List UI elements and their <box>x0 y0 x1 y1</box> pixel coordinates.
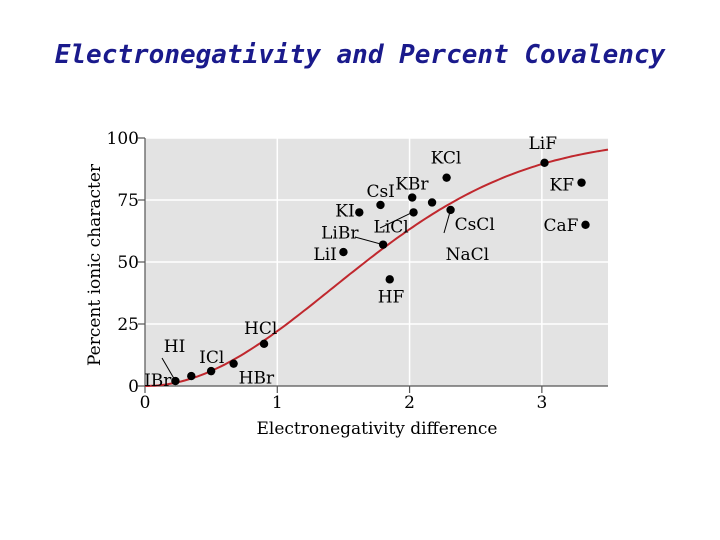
point-label: ICl <box>199 348 224 368</box>
point-label: LiF <box>529 134 558 154</box>
point-label: KI <box>335 201 354 221</box>
slide-title: Electronegativity and Percent Covalency <box>54 40 666 70</box>
data-point <box>385 275 394 284</box>
point-label: IBr <box>144 371 172 391</box>
leader-line <box>443 209 452 234</box>
leader-line <box>161 357 176 382</box>
data-point <box>577 178 586 187</box>
point-label: LiI <box>313 245 336 265</box>
y-tick-label: 75 <box>117 191 139 211</box>
leader-line <box>354 236 384 246</box>
point-label: KBr <box>395 175 429 195</box>
point-label: LiBr <box>321 224 359 244</box>
point-label: CsCl <box>455 215 495 235</box>
data-point <box>442 173 451 182</box>
point-label: HI <box>164 337 186 357</box>
leader-line <box>379 211 413 229</box>
point-label: CaF <box>544 216 579 236</box>
x-axis-label: Electronegativity difference <box>257 419 498 439</box>
axes: 0 1 2 3 0 25 50 75 100 <box>107 129 608 413</box>
data-point <box>206 366 216 376</box>
trend-curve <box>145 148 609 387</box>
y-tick-label: 50 <box>117 253 139 273</box>
data-point <box>427 198 437 207</box>
data-point <box>408 193 417 202</box>
data-point <box>259 339 269 349</box>
point-label: CsI <box>366 182 394 202</box>
y-tick-label: 100 <box>107 129 139 149</box>
data-point <box>339 247 348 257</box>
point-label: HCl <box>244 319 277 339</box>
point-labels: IBr HI ICl HBr HCl LiI KI LiBr CsI HF KBr LiCl KCl Cs… <box>144 134 579 391</box>
point-label: HF <box>378 287 405 307</box>
point-label: KCl <box>431 149 462 169</box>
x-tick-label: 2 <box>404 393 415 413</box>
data-point <box>376 200 385 210</box>
x-tick-label: 1 <box>272 393 283 413</box>
data-point <box>540 158 549 167</box>
data-point <box>581 220 590 229</box>
leader-lines <box>161 209 452 382</box>
point-label: LiCl <box>374 217 409 237</box>
data-point <box>187 371 196 381</box>
data-point <box>409 208 418 217</box>
grid <box>145 137 608 386</box>
data-point <box>355 208 364 217</box>
data-points <box>171 158 590 386</box>
x-tick-label: 3 <box>536 393 547 413</box>
y-tick-label: 25 <box>117 315 139 335</box>
point-label: KF <box>550 176 575 196</box>
point-label: HBr <box>239 369 275 389</box>
data-point <box>229 359 238 368</box>
x-tick-label: 0 <box>140 393 151 413</box>
y-tick-label: 0 <box>128 377 139 397</box>
y-axis-label: Percent ionic character <box>85 163 105 366</box>
point-label: NaCl <box>446 245 489 265</box>
